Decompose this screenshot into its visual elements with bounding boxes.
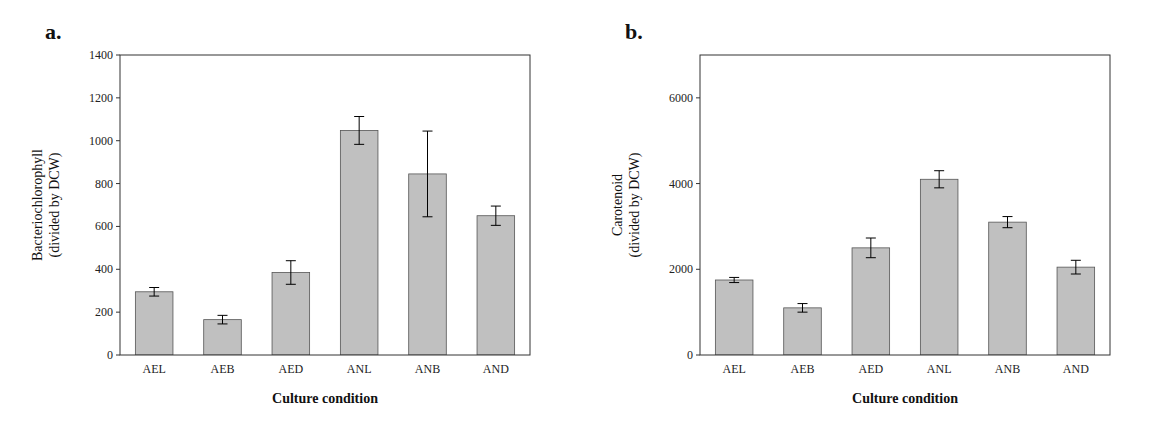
y-tick-label: 6000: [669, 91, 693, 105]
x-tick-label: AED: [278, 362, 303, 376]
bar: [1057, 267, 1095, 355]
x-tick-label: AEL: [143, 362, 166, 376]
marks: [135, 117, 514, 356]
y-tick: [116, 355, 120, 356]
plot-frame: [700, 55, 1110, 355]
x-tick-label: AEB: [791, 362, 815, 376]
x-tick-label: AEL: [723, 362, 746, 376]
x-tick-label: AND: [483, 362, 509, 376]
y-tick-label: 400: [95, 262, 113, 276]
x-tick-label: ANB: [995, 362, 1020, 376]
y-tick: [116, 55, 120, 56]
y-tick-label: 1400: [89, 48, 113, 62]
y-tick-label: 0: [687, 348, 693, 362]
error-bar: [286, 261, 296, 285]
error-bar: [798, 304, 808, 313]
error-bar: [866, 238, 876, 258]
y-tick-label: 1200: [89, 91, 113, 105]
error-bar: [1003, 217, 1013, 228]
y-tick: [116, 140, 120, 141]
x-axis-label: Culture condition: [272, 391, 378, 406]
panel: 0 200 400 600 800 1000 1200 1400 AEL AEB AED ANL ANB…: [30, 19, 531, 406]
bar: [989, 222, 1027, 355]
error-bar: [218, 315, 228, 324]
y-tick-label: 800: [95, 177, 113, 191]
y-tick: [116, 183, 120, 184]
error-bar: [934, 171, 944, 188]
x-tick-label: ANL: [347, 362, 372, 376]
bar: [920, 179, 958, 355]
error-bar: [423, 131, 433, 217]
bar: [852, 248, 890, 355]
error-bar: [354, 117, 364, 145]
y-tick: [696, 355, 700, 356]
bar: [477, 216, 515, 355]
y-axis-label: Carotenoid(divided by DCW): [610, 152, 643, 257]
y-axis-label: Bacteriochlorophyll(divided by DCW): [30, 149, 63, 261]
y-tick-label: 4000: [669, 177, 693, 191]
bar: [204, 320, 242, 355]
error-bar: [491, 206, 501, 225]
error-bar: [1071, 260, 1081, 274]
y-tick: [116, 269, 120, 270]
figure: 0 200 400 600 800 1000 1200 1400 AEL AEB AED ANL ANB…: [0, 0, 1150, 441]
bar: [340, 130, 378, 355]
plot-frame: [120, 55, 530, 355]
y-tick-label: 2000: [669, 262, 693, 276]
bar: [272, 273, 310, 356]
x-axis-label: Culture condition: [852, 391, 958, 406]
y-tick-label: 0: [107, 348, 113, 362]
y-tick-label: 1000: [89, 134, 113, 148]
y-tick: [116, 312, 120, 313]
bar: [715, 280, 753, 355]
x-tick-label: AEB: [211, 362, 235, 376]
x-tick-label: AND: [1063, 362, 1089, 376]
error-bar: [729, 277, 739, 282]
x-tick-label: ANL: [927, 362, 952, 376]
y-tick: [696, 269, 700, 270]
y-tick: [696, 183, 700, 184]
x-tick-label: AED: [858, 362, 883, 376]
x-tick-label: ANB: [415, 362, 440, 376]
error-bar: [149, 288, 159, 297]
y-tick: [116, 226, 120, 227]
panel-label: b.: [625, 19, 643, 44]
y-tick-label: 200: [95, 305, 113, 319]
bar: [784, 308, 822, 355]
marks: [715, 171, 1094, 355]
bar: [135, 292, 173, 355]
y-tick: [696, 97, 700, 98]
y-tick: [116, 97, 120, 98]
panel-label: a.: [45, 19, 62, 44]
y-tick-label: 600: [95, 219, 113, 233]
panel: 0 2000 4000 6000 AEL AEB AED ANL ANB AND Culture c…: [610, 19, 1111, 406]
